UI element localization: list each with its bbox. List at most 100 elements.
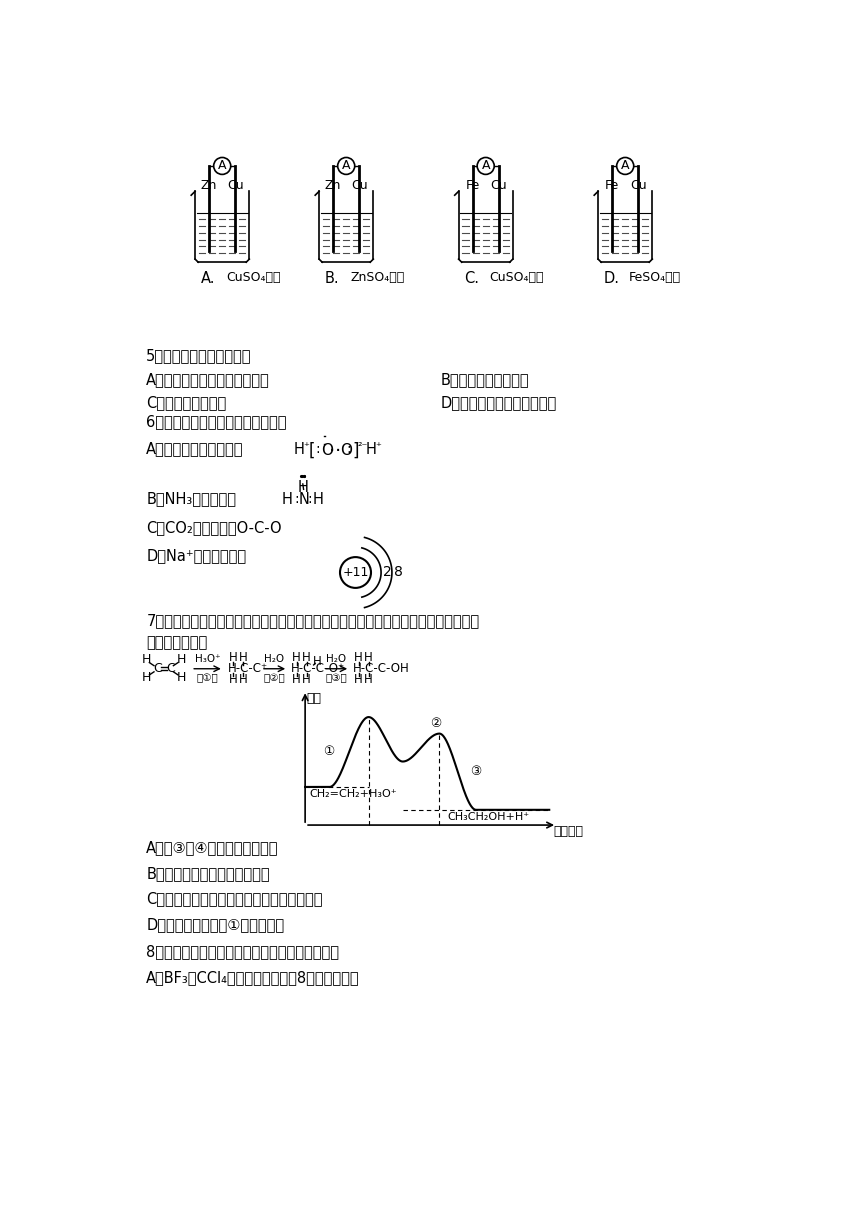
Text: Fe: Fe [465, 179, 480, 192]
Text: C: C [166, 663, 175, 675]
Text: 8: 8 [394, 565, 403, 580]
Text: D．灸热的碳与二氧化碳反应: D．灸热的碳与二氧化碳反应 [440, 395, 557, 411]
Text: FeSO₄溶液: FeSO₄溶液 [629, 271, 681, 285]
Text: A．BF₃、CCl₄中所有原子均达到8电子稳定结构: A．BF₃、CCl₄中所有原子均达到8电子稳定结构 [146, 970, 359, 985]
Circle shape [338, 157, 354, 174]
Text: 8．下列关于物质结构和化学用语的说法正确的是: 8．下列关于物质结构和化学用语的说法正确的是 [146, 945, 339, 959]
Text: +11: +11 [342, 565, 369, 579]
Text: H: H [292, 672, 301, 686]
Text: H: H [142, 653, 151, 666]
Text: H: H [298, 480, 308, 495]
Text: H: H [142, 671, 151, 685]
Text: O: O [340, 443, 352, 458]
Text: CuSO₄溶液: CuSO₄溶液 [489, 271, 544, 285]
Text: 6．下列有关化学用语表示正确的是: 6．下列有关化学用语表示正确的是 [146, 413, 286, 429]
Text: ⁺: ⁺ [375, 441, 381, 451]
Text: H: H [177, 671, 187, 685]
Circle shape [477, 157, 494, 174]
Text: C.: C. [464, 271, 479, 287]
Text: H: H [354, 672, 363, 686]
Text: 5．下列属于放热反应的是: 5．下列属于放热反应的是 [146, 348, 252, 362]
Text: O: O [322, 443, 334, 458]
Text: Zn: Zn [201, 179, 218, 192]
Text: 第①步: 第①步 [197, 674, 218, 683]
Text: 能量: 能量 [307, 692, 322, 705]
Text: :: : [308, 492, 312, 506]
Text: A: A [342, 159, 351, 173]
Text: ·: · [335, 441, 341, 461]
Circle shape [340, 557, 371, 587]
Text: B.: B. [324, 271, 339, 287]
Text: :: : [347, 441, 351, 456]
Text: B．碳酸氢销受热分解: B．碳酸氢销受热分解 [440, 372, 530, 388]
Text: CH₃CH₂OH+H⁺: CH₃CH₂OH+H⁺ [447, 812, 529, 822]
Text: A: A [482, 159, 490, 173]
Text: A: A [621, 159, 630, 173]
Text: C．CO₂的结构式：O-C-O: C．CO₂的结构式：O-C-O [146, 520, 282, 535]
Text: 列说法错误的是: 列说法错误的是 [146, 635, 207, 649]
Text: [: [ [309, 441, 316, 460]
Text: 第③步: 第③步 [325, 674, 347, 683]
Text: ②: ② [430, 716, 441, 730]
Circle shape [213, 157, 230, 174]
Text: H: H [365, 672, 373, 686]
Text: H₃O⁺: H₃O⁺ [194, 654, 220, 664]
Text: H: H [365, 652, 373, 664]
Text: Fe: Fe [605, 179, 619, 192]
Text: H: H [229, 652, 237, 664]
Text: D．Na⁺结构示意图：: D．Na⁺结构示意图： [146, 548, 246, 563]
Text: H: H [239, 652, 248, 664]
Text: H: H [303, 652, 311, 664]
Text: A: A [218, 159, 226, 173]
Text: ①: ① [322, 744, 334, 758]
Text: ·: · [329, 441, 335, 461]
Circle shape [617, 157, 634, 174]
Text: C．酸催化剂能同时降低正、逆反应的活化能: C．酸催化剂能同时降低正、逆反应的活化能 [146, 891, 322, 906]
Text: H: H [293, 441, 304, 456]
Text: H: H [366, 441, 377, 456]
Text: B．该反应进程中有二个过渡态: B．该反应进程中有二个过渡态 [146, 866, 270, 880]
Text: 7．目前认为酸催化乙烯水合制乙醇的反应机理及能量与反应进程的关系如图所示。下: 7．目前认为酸催化乙烯水合制乙醇的反应机理及能量与反应进程的关系如图所示。下 [146, 613, 479, 629]
Text: N: N [298, 492, 309, 507]
Text: H-C-C-O⁺: H-C-C-O⁺ [292, 663, 346, 675]
Text: Zn: Zn [325, 179, 341, 192]
Text: CH₂=CH₂+H₃O⁺: CH₂=CH₂+H₃O⁺ [309, 789, 396, 799]
Text: H: H [239, 672, 248, 686]
Text: A．过氧化氢的电子式：: A．过氧化氢的电子式： [146, 441, 243, 456]
Text: :: : [316, 441, 320, 456]
Text: A．氮氧化钕晶体与氯化锨反应: A．氮氧化钕晶体与氯化锨反应 [146, 372, 270, 388]
Text: H: H [312, 654, 321, 668]
Text: H: H [282, 492, 292, 507]
Text: CuSO₄溶液: CuSO₄溶液 [226, 271, 280, 285]
Text: :: : [294, 492, 299, 506]
Text: 反应进程: 反应进程 [553, 826, 583, 838]
Text: Cu: Cu [351, 179, 368, 192]
Text: H: H [177, 653, 187, 666]
Text: ]: ] [353, 441, 359, 460]
Text: H: H [303, 672, 311, 686]
Text: H: H [292, 652, 301, 664]
Text: ⁺: ⁺ [303, 441, 309, 451]
Text: C: C [153, 663, 163, 675]
Text: Cu: Cu [630, 179, 647, 192]
Text: H₂O: H₂O [264, 654, 284, 664]
Text: H: H [229, 672, 237, 686]
Text: Cu: Cu [490, 179, 507, 192]
Text: A．第③、④步反应均释放能量: A．第③、④步反应均释放能量 [146, 840, 279, 856]
Text: D．总反应速率由第①步反应决定: D．总反应速率由第①步反应决定 [146, 917, 285, 931]
Text: A.: A. [200, 271, 215, 287]
Text: ²⁻: ²⁻ [357, 441, 367, 451]
Text: ZnSO₄溶液: ZnSO₄溶液 [350, 271, 404, 285]
Text: H: H [313, 492, 323, 507]
Text: 2: 2 [384, 565, 392, 580]
Text: D.: D. [604, 271, 619, 287]
Text: C．镁条与盐酸反应: C．镁条与盐酸反应 [146, 395, 226, 411]
Text: H₂O: H₂O [326, 654, 347, 664]
Text: 第②步: 第②步 [263, 674, 285, 683]
Text: H-C-C⁺: H-C-C⁺ [228, 663, 267, 675]
Text: H: H [354, 652, 363, 664]
Text: B．NH₃的电子式：: B．NH₃的电子式： [146, 491, 237, 507]
Text: Cu: Cu [227, 179, 243, 192]
Text: H-C-C-OH: H-C-C-OH [353, 663, 410, 675]
Text: ③: ③ [470, 765, 482, 778]
